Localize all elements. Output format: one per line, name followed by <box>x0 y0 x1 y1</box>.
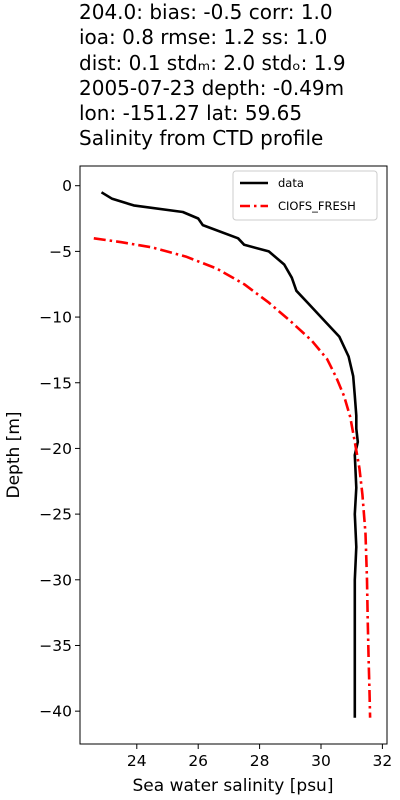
legend: data CIOFS_FRESH <box>232 170 378 221</box>
x-tick-label-24: 24 <box>127 752 147 770</box>
x-tick-label-28: 28 <box>250 752 270 770</box>
y-tick-label--30: −30 <box>39 571 72 589</box>
title-line-stats-1: 204.0: bias: -0.5 corr: 1.0 <box>79 0 333 24</box>
legend-box <box>232 170 378 221</box>
x-tick-label-32: 32 <box>373 752 393 770</box>
title-line-stats-2: ioa: 0.8 rmse: 1.2 ss: 1.0 <box>79 25 328 50</box>
y-tick-label--5: −5 <box>49 243 72 261</box>
y-tick-label--25: −25 <box>39 506 72 524</box>
title-line-stats-3: dist: 0.1 stdₘ: 2.0 stdₒ: 1.9 <box>79 50 346 75</box>
title-line-location: lon: -151.27 lat: 59.65 <box>79 101 303 126</box>
y-tick-label-0: 0 <box>62 177 72 195</box>
series-layer <box>93 191 372 718</box>
ticks-layer: 24 26 28 30 32 0 −5 −10 −15 −20 −25 −30 −35 −40 <box>39 177 392 770</box>
title-line-description: Salinity from CTD profile <box>79 126 324 151</box>
legend-label-data: data <box>278 176 304 190</box>
y-tick-label--20: −20 <box>39 440 72 458</box>
x-tick-label-30: 30 <box>311 752 331 770</box>
x-tick-label-26: 26 <box>188 752 208 770</box>
y-tick-label--10: −10 <box>39 309 72 327</box>
y-tick-label--40: −40 <box>39 703 72 721</box>
plot-frame <box>79 165 388 745</box>
x-axis-label: Sea water salinity [psu] <box>133 776 334 796</box>
y-tick-label--15: −15 <box>39 374 72 392</box>
series-line-ciofs-fresh <box>93 237 372 718</box>
title-line-date-depth: 2005-07-23 depth: -0.49m <box>79 75 345 100</box>
chart-title: 204.0: bias: -0.5 corr: 1.0 ioa: 0.8 rms… <box>79 0 400 152</box>
series-line-data <box>100 191 360 718</box>
y-axis-label: Depth [m] <box>4 411 24 498</box>
legend-label-ciofs-fresh: CIOFS_FRESH <box>278 199 356 213</box>
y-tick-label--35: −35 <box>39 637 72 655</box>
